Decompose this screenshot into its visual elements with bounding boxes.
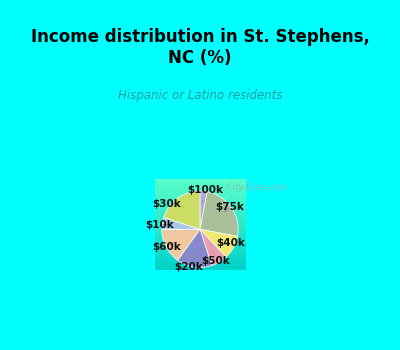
Wedge shape <box>200 229 226 266</box>
Text: $100k: $100k <box>188 185 224 202</box>
Wedge shape <box>162 229 200 260</box>
Text: $60k: $60k <box>152 241 181 252</box>
Text: $30k: $30k <box>152 199 184 209</box>
Wedge shape <box>162 217 200 229</box>
Wedge shape <box>200 229 238 257</box>
Text: $50k: $50k <box>201 253 230 266</box>
Text: $10k: $10k <box>146 220 174 230</box>
Text: Income distribution in St. Stephens,
NC (%): Income distribution in St. Stephens, NC … <box>30 28 370 67</box>
Text: $40k: $40k <box>216 238 245 248</box>
Wedge shape <box>200 191 207 229</box>
Wedge shape <box>200 192 238 236</box>
Wedge shape <box>164 191 200 229</box>
Text: ◟ City-Data.com: ◟ City-Data.com <box>221 183 286 192</box>
Text: Hispanic or Latino residents: Hispanic or Latino residents <box>118 89 282 102</box>
Wedge shape <box>178 229 212 267</box>
Text: $20k: $20k <box>174 256 202 272</box>
Text: $75k: $75k <box>216 202 244 212</box>
